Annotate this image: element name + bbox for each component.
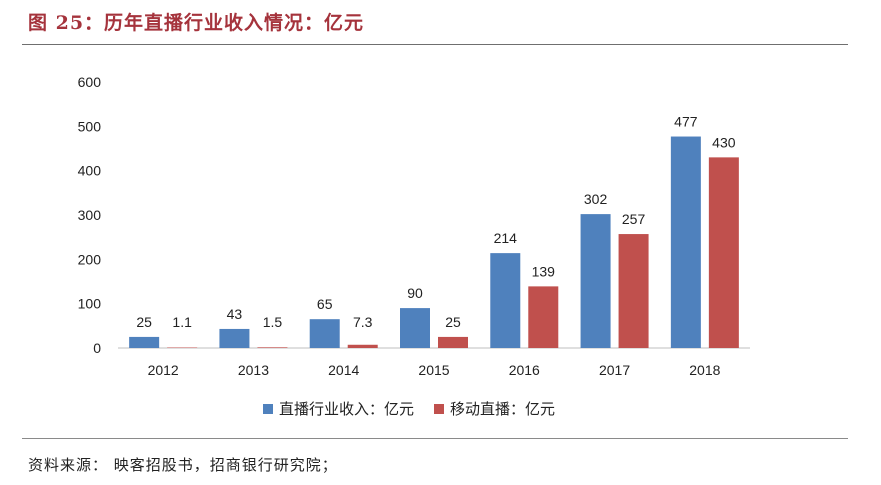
y-tick-label: 100 — [78, 296, 102, 312]
bar-series2 — [708, 157, 739, 348]
bar-series1 — [129, 336, 160, 348]
bar-chart: 0 100 200 300 400 500 600 2012 25 1.1 2013 43 1.5 201… — [78, 74, 750, 378]
data-label-series1: 43 — [227, 306, 243, 322]
y-tick-label: 0 — [93, 340, 101, 356]
y-tick-label: 300 — [78, 207, 102, 223]
legend-item-series2: 移动直播：亿元 — [434, 398, 555, 419]
data-label-series1: 65 — [317, 296, 333, 312]
y-tick-label: 600 — [78, 74, 102, 90]
data-label-series1: 302 — [584, 191, 608, 207]
y-tick-label: 200 — [78, 251, 102, 267]
data-label-series1: 477 — [674, 114, 698, 130]
legend-swatch-series1 — [263, 403, 273, 414]
bar-series2 — [438, 336, 468, 348]
bar-series1 — [309, 319, 340, 348]
bar-series2 — [257, 347, 288, 348]
data-label-series2: 1.1 — [172, 314, 192, 330]
x-tick-label: 2012 — [148, 362, 179, 378]
bar-series2 — [528, 286, 559, 348]
x-tick-label: 2013 — [238, 362, 269, 378]
x-tick-label: 2014 — [328, 362, 359, 378]
bottom-divider — [22, 438, 848, 439]
bar-series2 — [347, 344, 378, 348]
y-tick-label: 500 — [78, 118, 102, 134]
chart-title: 图 25：历年直播行业收入情况：亿元 — [28, 12, 365, 34]
y-tick-label: 400 — [78, 163, 102, 179]
x-tick-label: 2016 — [509, 362, 540, 378]
legend-swatch-series2 — [434, 403, 445, 414]
legend-label-series2: 移动直播：亿元 — [450, 400, 556, 418]
legend: 直播行业收入：亿元 移动直播：亿元 — [263, 398, 575, 419]
bar-series2 — [618, 234, 649, 348]
legend-label-series1: 直播行业收入：亿元 — [279, 400, 415, 418]
data-label-series2: 430 — [712, 134, 736, 150]
data-label-series2: 7.3 — [353, 314, 373, 330]
data-label-series1: 25 — [136, 314, 152, 330]
data-label-series1: 214 — [494, 230, 518, 246]
data-label-series2: 25 — [445, 314, 461, 330]
x-tick-label: 2015 — [418, 362, 449, 378]
bar-series1 — [219, 328, 250, 348]
legend-item-series1: 直播行业收入：亿元 — [263, 398, 414, 419]
data-label-series1: 90 — [407, 285, 423, 301]
bar-series1 — [400, 308, 430, 348]
data-label-series2: 139 — [532, 263, 556, 279]
bar-series1 — [490, 253, 521, 348]
source-note: 资料来源： 映客招股书，招商银行研究院； — [28, 456, 338, 474]
bar-series1 — [580, 214, 611, 348]
top-divider — [22, 44, 848, 45]
x-tick-label: 2017 — [599, 362, 630, 378]
data-label-series2: 1.5 — [263, 314, 283, 330]
bar-series1 — [670, 136, 701, 348]
x-tick-label: 2018 — [689, 362, 720, 378]
data-label-series2: 257 — [622, 211, 646, 227]
